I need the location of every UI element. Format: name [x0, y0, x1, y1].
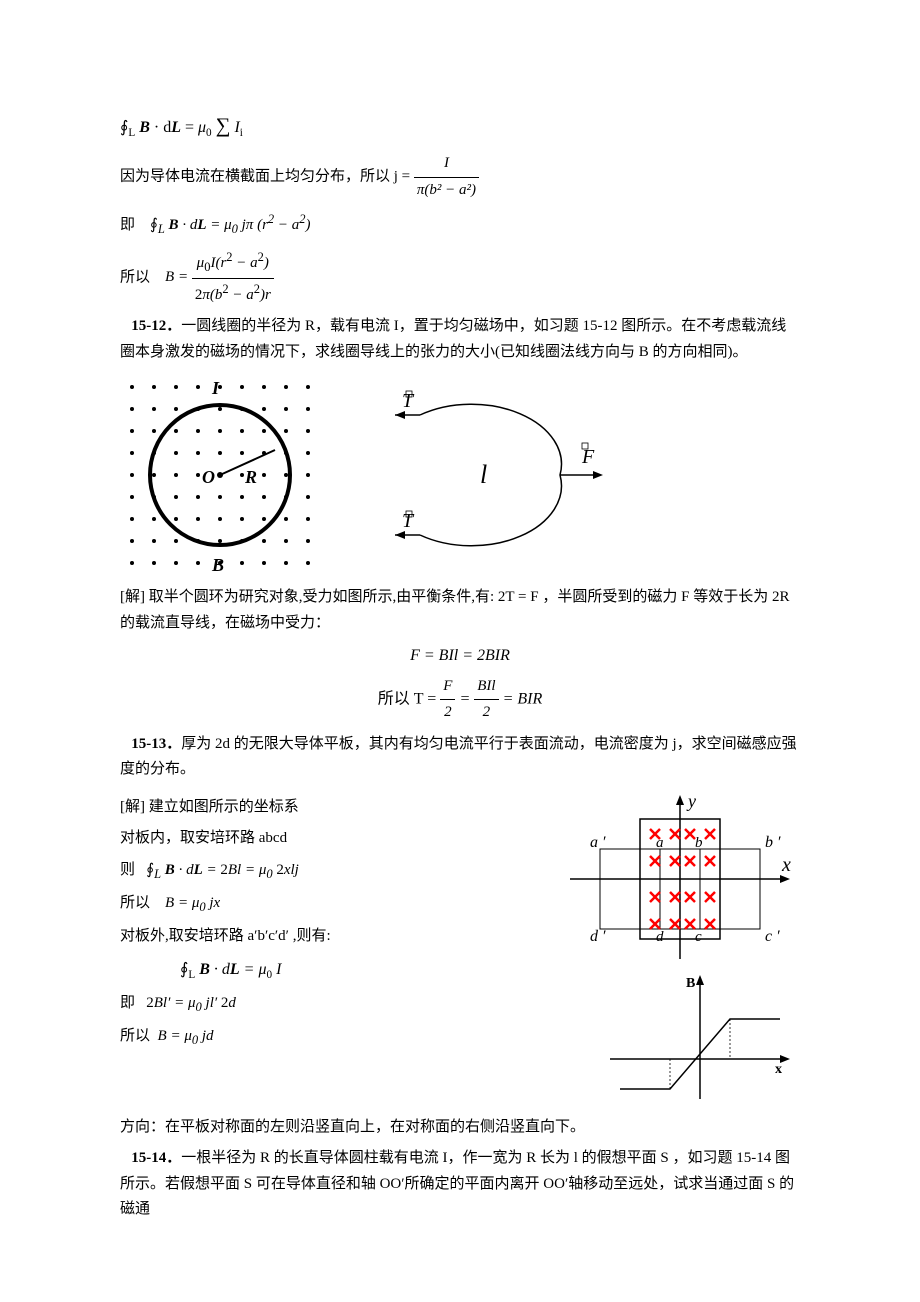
svg-text:I: I — [211, 378, 220, 398]
svg-text:T: T — [402, 390, 415, 412]
svg-text:O: O — [202, 467, 215, 487]
solution-15-12-eq2: 所以 T = F2 = BIl2 = BIR — [120, 674, 800, 726]
svg-text:T: T — [402, 510, 415, 532]
text-line-2: 因为导体电流在横截面上均匀分布，所以 j = Iπ(b² − a²) — [120, 151, 800, 203]
svg-text:B: B — [686, 976, 695, 991]
equation-3-line: 即 ∮L B · dL = μ0 jπ (r2 − a2) — [120, 209, 800, 240]
svg-text:x: x — [775, 1062, 782, 1077]
svg-text:x: x — [781, 854, 791, 876]
sol13-direction: 方向：在平板对称面的左则沿竖直向上，在对称面的右侧沿竖直向下。 — [120, 1115, 800, 1141]
svg-text:b ′: b ′ — [765, 834, 781, 851]
svg-text:R: R — [244, 467, 257, 487]
svg-text:B: B — [211, 555, 224, 575]
figure-15-13-right: y x a ′ b ′ d ′ c ′ a b d c — [560, 789, 800, 969]
solution-15-12-eq1: F = BIl = 2BIR — [120, 642, 800, 669]
svg-text:a: a — [656, 835, 664, 851]
svg-text:c ′: c ′ — [765, 928, 780, 945]
svg-text:c: c — [695, 929, 702, 945]
svg-text:l: l — [480, 460, 487, 489]
figure-15-12-row: I O R B T T F l — [120, 375, 800, 575]
solution-15-12-text: [解] 取半个圆环为研究对象,受力如图所示,由平衡条件,有: 2T = F ，半… — [120, 585, 800, 636]
problem-15-12: 15-12．一圆线圈的半径为 R，载有电流 I，置于均匀磁场中，如习题 15-1… — [120, 314, 800, 365]
svg-text:b: b — [695, 835, 703, 851]
figure-15-12-right: T T F l — [360, 385, 620, 565]
figure-15-13-graph: B x — [600, 969, 800, 1109]
equation-1: ∮L B · dL = μ0 ∑ Ii — [120, 108, 800, 143]
svg-text:d ′: d ′ — [590, 928, 606, 945]
figure-15-12-left: I O R B — [120, 375, 320, 575]
svg-text:a ′: a ′ — [590, 834, 606, 851]
svg-text:d: d — [656, 929, 664, 945]
equation-4-line: 所以 B = μ0I(r2 − a2) 2π(b2 − a2)r — [120, 247, 800, 309]
problem-15-13: 15-13．厚为 2d 的无限大导体平板，其内有均匀电流平行于表面流动，电流密度… — [120, 732, 800, 783]
problem-15-14: 15-14．一根半径为 R 的长直导体圆柱载有电流 I，作一宽为 R 长为 l … — [120, 1146, 800, 1223]
svg-text:y: y — [686, 791, 696, 811]
